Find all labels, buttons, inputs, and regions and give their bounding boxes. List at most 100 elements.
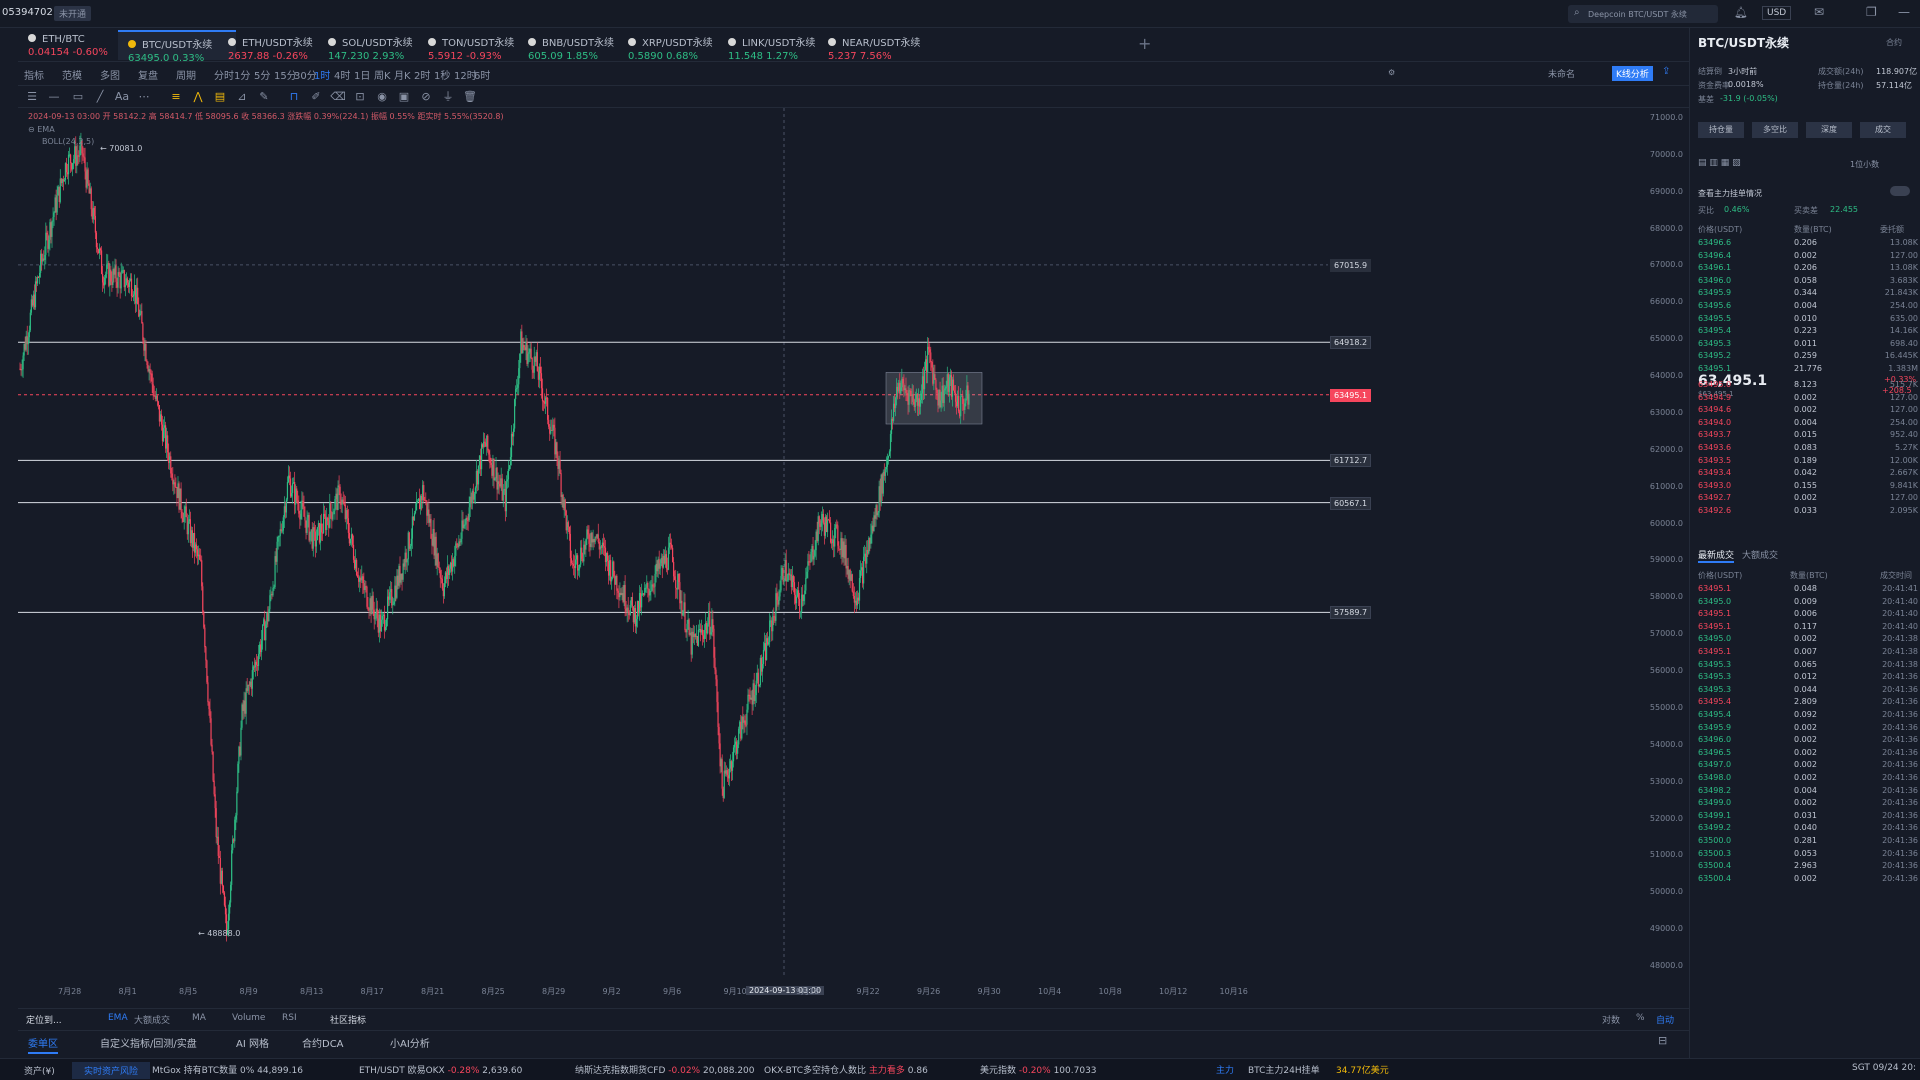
tab-custom-indicators[interactable]: 自定义指标/回测/实盘 — [100, 1039, 197, 1050]
pencil-icon[interactable]: ✐ — [311, 90, 321, 103]
bid-row[interactable]: 63492.7 0.002 127.00 — [1698, 493, 1918, 506]
trade-row[interactable]: 63496.5 0.002 20:41:36 — [1698, 748, 1918, 761]
symbol-tab[interactable]: NEAR/USDT永续 5.237 7.56% — [818, 30, 936, 62]
timeframe-item[interactable]: 6时 — [474, 71, 491, 82]
layout-name[interactable]: 未命名 — [1548, 70, 1576, 80]
bid-row[interactable]: 63492.6 0.033 2.095K — [1698, 506, 1918, 519]
tab-large-trades[interactable]: 大额成交 — [1742, 551, 1779, 561]
ask-row[interactable]: 63495.5 0.010 635.00 — [1698, 314, 1918, 327]
more-tools-icon[interactable]: ⋯ — [138, 90, 150, 103]
indicator-ema[interactable]: EMA — [108, 1013, 128, 1023]
minimize-icon[interactable]: — — [1898, 5, 1910, 19]
add-tab-icon[interactable]: + — [1138, 34, 1152, 53]
trade-row[interactable]: 63495.3 0.065 20:41:38 — [1698, 660, 1918, 673]
timeframe-item[interactable]: 30分 — [294, 71, 317, 82]
trade-row[interactable]: 63495.4 2.809 20:41:36 — [1698, 697, 1918, 710]
trade-row[interactable]: 63497.0 0.002 20:41:36 — [1698, 760, 1918, 773]
candlestick-canvas[interactable] — [18, 108, 1689, 1008]
pattern-tool-icon[interactable]: ⋀ — [193, 90, 203, 103]
status-ticker[interactable]: 美元指数 -0.20% 100.7033 — [980, 1063, 1097, 1076]
rect-tool-icon[interactable]: ▭ — [72, 90, 84, 103]
mail-icon[interactable]: ✉ — [1814, 5, 1825, 19]
account-badge[interactable]: 未开通 — [54, 6, 92, 21]
trade-row[interactable]: 63495.1 0.117 20:41:40 — [1698, 622, 1918, 635]
ls-ratio-button[interactable]: 多空比 — [1752, 122, 1798, 138]
trade-row[interactable]: 63495.1 0.007 20:41:38 — [1698, 647, 1918, 660]
tab-ai-grid[interactable]: AI 网格 — [236, 1039, 269, 1050]
eraser-icon[interactable]: ⌫ — [330, 90, 346, 103]
panel-title[interactable]: BTC/USDT永续 — [1698, 36, 1790, 50]
timeframe-item[interactable]: 4时 — [334, 71, 351, 82]
trade-row[interactable]: 63495.3 0.012 20:41:36 — [1698, 672, 1918, 685]
bid-row[interactable]: 63493.0 0.155 9.841K — [1698, 481, 1918, 494]
indicator-rsi[interactable]: RSI — [282, 1013, 297, 1023]
trade-row[interactable]: 63500.4 2.963 20:41:36 — [1698, 861, 1918, 874]
eye-icon[interactable]: ◉ — [377, 90, 387, 103]
oi-button[interactable]: 持仓量 — [1698, 122, 1744, 138]
tab-latest-trades[interactable]: 最新成交 — [1698, 548, 1735, 563]
ask-row[interactable]: 63495.2 0.259 16.445K — [1698, 351, 1918, 364]
timeframe-item[interactable]: 复盘 — [138, 71, 158, 82]
timeframe-item[interactable]: 周K — [374, 71, 391, 82]
indicator-ma[interactable]: MA — [192, 1013, 206, 1023]
main-orders-label[interactable]: BTC主力24H挂单 — [1248, 1066, 1320, 1076]
filter-icon[interactable]: ⏚ — [442, 90, 454, 103]
symbol-tab[interactable]: ETH/USDT永续 2637.88 -0.26% — [218, 30, 336, 62]
window-icon[interactable]: ❐ — [1866, 5, 1877, 19]
timeframe-item[interactable]: 5分 — [254, 71, 271, 82]
timeframe-item[interactable]: 周期 — [176, 71, 196, 82]
trade-row[interactable]: 63495.0 0.002 20:41:38 — [1698, 634, 1918, 647]
timeframe-item[interactable]: 1分 — [234, 71, 251, 82]
ask-row[interactable]: 63496.1 0.206 13.08K — [1698, 263, 1918, 276]
trade-row[interactable]: 63495.1 0.048 20:41:41 — [1698, 584, 1918, 597]
locate-button[interactable]: 定位到... — [26, 1016, 62, 1026]
trade-row[interactable]: 63495.1 0.006 20:41:40 — [1698, 609, 1918, 622]
kline-analysis-button[interactable]: K线分析 — [1612, 66, 1653, 81]
watch-toggle[interactable] — [1890, 186, 1910, 196]
bid-row[interactable]: 63493.6 0.083 5.27K — [1698, 443, 1918, 456]
community-indicators[interactable]: 社区指标 — [330, 1016, 367, 1026]
search-input[interactable]: Deepcoin BTC/USDT 永续 — [1588, 10, 1687, 19]
bell-icon[interactable]: 🔔︎ — [1734, 6, 1748, 19]
ask-row[interactable]: 63496.6 0.206 13.08K — [1698, 238, 1918, 251]
trash-icon[interactable]: 🗑︎ — [463, 90, 477, 103]
timeframe-item[interactable]: 1秒 — [434, 71, 451, 82]
watch-main-orders[interactable]: 查看主力挂单情况 — [1698, 189, 1762, 198]
lock-icon[interactable]: ⊡ — [355, 90, 365, 103]
timeframe-item[interactable]: 范模 — [62, 71, 82, 82]
timeframe-item[interactable]: 多图 — [100, 71, 120, 82]
trade-row[interactable]: 63498.0 0.002 20:41:36 — [1698, 773, 1918, 786]
symbol-tab[interactable]: BNB/USDT永续 605.09 1.85% — [518, 30, 636, 62]
bid-row[interactable]: 63493.7 0.015 952.40 — [1698, 430, 1918, 443]
trade-row[interactable]: 63495.0 0.009 20:41:40 — [1698, 597, 1918, 610]
indicator-volume[interactable]: Volume — [232, 1013, 266, 1023]
layers-icon[interactable]: ▣ — [398, 90, 410, 103]
search-box[interactable]: ⌕ Deepcoin BTC/USDT 永续 — [1568, 5, 1718, 23]
ask-row[interactable]: 63496.4 0.002 127.00 — [1698, 251, 1918, 264]
symbol-tab[interactable]: SOL/USDT永续 147.230 2.93% — [318, 30, 436, 62]
brush-tool-icon[interactable]: ✎ — [259, 90, 269, 103]
menu-icon[interactable]: ☰ — [27, 90, 37, 103]
bid-row[interactable]: 63495.0 8.123 515.7K — [1698, 380, 1918, 393]
currency-select[interactable]: USD — [1762, 6, 1792, 20]
timeframe-item[interactable]: 2时 — [414, 71, 431, 82]
settings-icon[interactable]: ⚙ — [1388, 68, 1396, 77]
trades-button[interactable]: 成交 — [1860, 122, 1906, 138]
gann-tool-icon[interactable]: ▤ — [214, 90, 226, 103]
bid-row[interactable]: 63494.9 0.002 127.00 — [1698, 393, 1918, 406]
bid-row[interactable]: 63493.5 0.189 12.00K — [1698, 456, 1918, 469]
trade-row[interactable]: 63498.2 0.004 20:41:36 — [1698, 786, 1918, 799]
link-icon[interactable]: ⊘ — [421, 90, 431, 103]
symbol-tab[interactable]: XRP/USDT永续 0.5890 0.68% — [618, 30, 736, 62]
magnet-icon[interactable]: ⊓ — [289, 90, 299, 103]
trades-col-qty[interactable]: 数量(BTC) — [1790, 571, 1828, 580]
text-tool-icon[interactable]: Aa — [114, 90, 130, 103]
ask-row[interactable]: 63495.4 0.223 14.16K — [1698, 326, 1918, 339]
ask-row[interactable]: 63495.9 0.344 21.843K — [1698, 288, 1918, 301]
ask-row[interactable]: 63495.3 0.011 698.40 — [1698, 339, 1918, 352]
timeframe-item[interactable]: 月K — [394, 71, 411, 82]
assets-label[interactable]: 资产(¥) — [24, 1067, 55, 1077]
indicator-large-trade[interactable]: 大额成交 — [134, 1016, 171, 1026]
bid-row[interactable]: 63494.6 0.002 127.00 — [1698, 405, 1918, 418]
trade-row[interactable]: 63499.2 0.040 20:41:36 — [1698, 823, 1918, 836]
